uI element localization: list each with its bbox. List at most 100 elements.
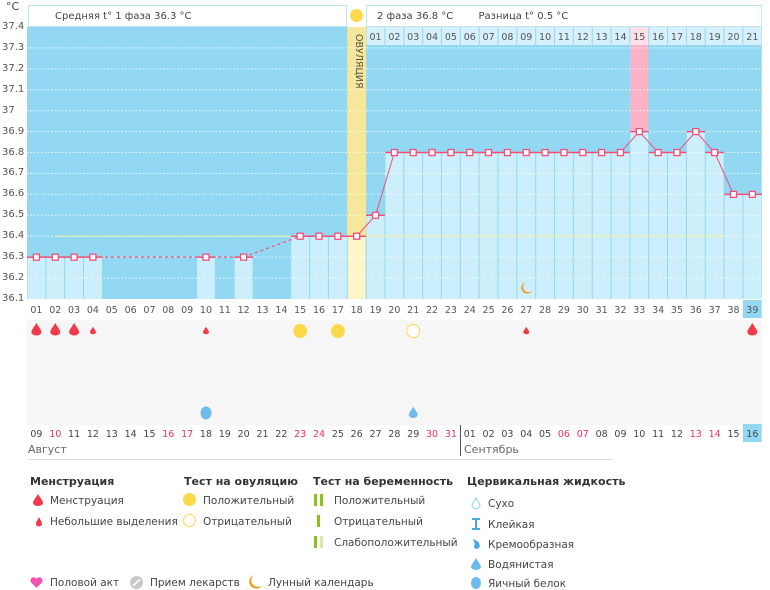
legend-pregnancy-weak: Слабоположительный [334, 537, 458, 549]
phase2-day-label: 10 [539, 32, 551, 43]
temperature-point [635, 127, 643, 136]
cycle-day-label: 14 [275, 305, 287, 316]
y-tick-label: 36.8 [2, 146, 25, 158]
pregnancy-positive-icon [314, 494, 326, 506]
temperature-point [560, 148, 568, 157]
date-label: 27 [369, 429, 381, 440]
phase2-header: 2 фаза 36.8 °C Разница t° 0.5 °C [366, 5, 762, 27]
phase2-day-label: 11 [558, 32, 570, 43]
creamy-icon [473, 539, 480, 549]
temperature-line-segment [375, 152, 395, 216]
phase2-day-cell [555, 27, 573, 45]
cycle-day-label: 01 [30, 305, 42, 316]
temperature-point [390, 148, 399, 157]
date-label: 15 [727, 429, 739, 440]
phase2-day-cell [536, 27, 555, 45]
phase2-day-label: 05 [445, 32, 457, 43]
phase2-day-label: 08 [501, 32, 513, 43]
date-label: 29 [407, 429, 419, 440]
temperature-point [673, 148, 681, 157]
temperature-bar [573, 152, 592, 299]
cycle-day-label: 08 [162, 305, 174, 316]
cycle-day-label: 34 [652, 305, 664, 316]
temperature-point [692, 127, 700, 136]
phase2-day-cell [479, 27, 498, 45]
temperature-point [522, 148, 530, 157]
legend-creamy: Кремообразная [488, 539, 575, 551]
cycle-day-label: 24 [464, 305, 476, 316]
temperature-point [70, 253, 78, 261]
temperature-point [371, 211, 380, 219]
legend-dry: Сухо [488, 498, 515, 510]
temperature-point [353, 232, 361, 240]
legend-ovulation-title: Тест на овуляцию [184, 475, 298, 488]
y-tick-label: 36.2 [2, 272, 25, 284]
temperature-point [89, 253, 97, 261]
temperature-point [729, 190, 738, 199]
temperature-bar [460, 152, 479, 299]
legend-medication: Прием лекарств [150, 577, 240, 589]
watery-icon [471, 558, 481, 570]
temperature-bar [291, 236, 310, 299]
phase2-day-cell [385, 27, 404, 45]
cycle-day-label: 13 [256, 305, 268, 316]
y-tick-label: 36.4 [2, 230, 25, 242]
dry-icon [471, 497, 481, 509]
temperature-point [428, 148, 436, 157]
cycle-day-label: 22 [426, 305, 438, 316]
legend-menstruation-title: Менструация [30, 475, 115, 488]
phase2-day-label: 04 [426, 32, 438, 43]
spotting-icon [523, 326, 530, 335]
date-label: 25 [332, 429, 344, 440]
cycle-day-label: 21 [407, 305, 419, 316]
temperature-bar [84, 257, 102, 299]
temperature-point [654, 148, 662, 157]
egg-white-icon [471, 577, 481, 589]
date-label: 19 [219, 429, 231, 440]
temperature-bar [705, 152, 724, 299]
phase2-day-cell [517, 27, 536, 45]
phase2-day-cell [705, 27, 724, 45]
phase2-day-label: 07 [483, 32, 495, 43]
cycle-day-label: 02 [49, 305, 61, 316]
cycle-day-label: 39 [746, 305, 758, 316]
temperature-bar [517, 152, 536, 299]
phase2-day-label: 18 [690, 32, 702, 43]
temperature-bar [498, 152, 517, 299]
phase2-average: 2 фаза 36.8 °C [377, 11, 454, 22]
temperature-bar [404, 152, 423, 299]
date-label: 05 [539, 429, 551, 440]
phase2-day-cell [686, 27, 705, 45]
temperature-bar [328, 236, 347, 299]
phase2-day-label: 15 [633, 32, 645, 43]
date-label: 14 [709, 429, 721, 440]
phase2-day-cell [611, 27, 630, 45]
date-label: 02 [483, 429, 495, 440]
phase2-day-cell [743, 27, 762, 45]
temperature-point [315, 232, 323, 240]
temperature-bar [65, 257, 84, 299]
phase2-day-cell [592, 27, 611, 45]
symbol-grid [27, 320, 762, 425]
cycle-day-label: 33 [633, 305, 645, 316]
date-label: 30 [426, 429, 438, 440]
bbt-chart[interactable]: 01 02 03 04 05 06 07 08 09 10 11 12 13 14 15 16 17 18 19 20… [0, 0, 770, 460]
moon-icon [521, 282, 533, 294]
date-label: 13 [690, 429, 702, 440]
cycle-day-label: 10 [200, 305, 212, 316]
ovulation-header [347, 5, 366, 27]
legend-egg-white: Яичный белок [488, 578, 567, 590]
cycle-day-label: 05 [106, 305, 118, 316]
cycle-day-label: 12 [238, 305, 250, 316]
temperature-point [466, 148, 474, 157]
cycle-day-label: 16 [313, 305, 325, 316]
date-label: 10 [49, 429, 61, 440]
temperature-bar [27, 257, 46, 299]
date-label: 22 [275, 429, 287, 440]
cycle-day-label: 32 [614, 305, 626, 316]
temperature-bar [234, 257, 253, 299]
date-label: 23 [294, 429, 306, 440]
phase2-day-cell [724, 27, 743, 45]
temperature-bar [592, 152, 611, 299]
spotting-icon [202, 326, 209, 335]
